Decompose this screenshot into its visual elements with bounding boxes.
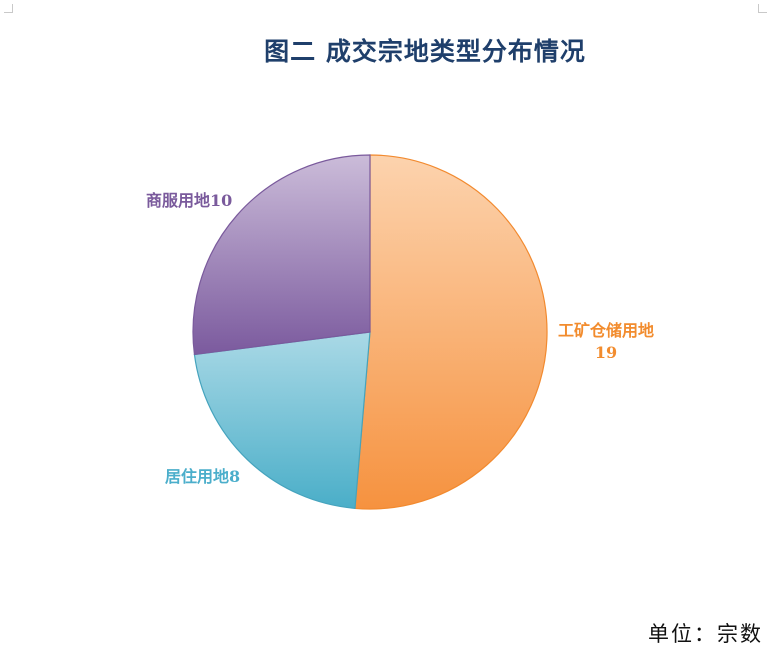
- corner-mark-top-right: [758, 4, 767, 13]
- unit-note: 单位：宗数: [648, 622, 763, 646]
- pie-slice-residential: [193, 331, 371, 510]
- slice-label-industrial-value: 19: [594, 343, 618, 362]
- chart-title: 图二 成交宗地类型分布情况: [264, 37, 586, 66]
- slice-label-residential-text: 居住用地8: [165, 467, 241, 486]
- slice-label-industrial: 工矿仓储用地 19: [558, 320, 654, 364]
- slice-label-residential: 居住用地8: [165, 466, 240, 488]
- slice-label-commercial: 商服用地10: [146, 190, 232, 212]
- corner-mark-top-left: [4, 4, 13, 13]
- pie-slice-industrial: [354, 154, 548, 510]
- slice-label-commercial-text: 商服用地10: [146, 191, 233, 210]
- pie-slice-commercial: [192, 154, 371, 356]
- slice-label-industrial-name: 工矿仓储用地: [558, 321, 655, 340]
